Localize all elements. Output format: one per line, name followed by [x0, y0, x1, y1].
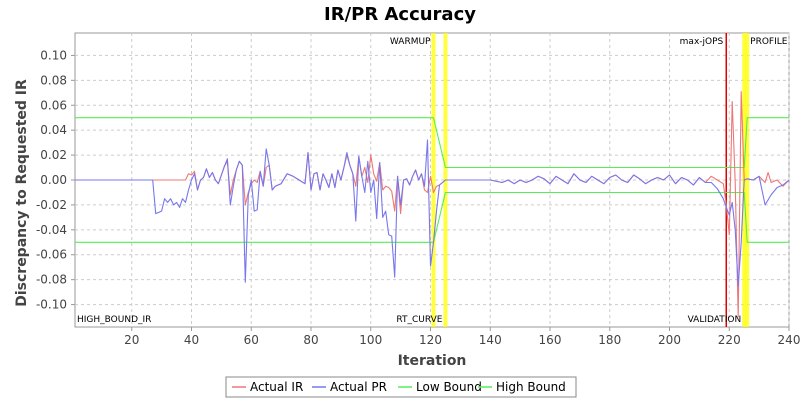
x-axis-ticks: 20 40 60 80 100 120 140 160 180 200 220 240 — [124, 327, 800, 347]
y-tick-label: 0.02 — [40, 148, 67, 162]
x-tick-label: 40 — [184, 333, 199, 347]
x-axis-label: Iteration — [398, 353, 467, 369]
x-tick-label: 80 — [303, 333, 318, 347]
phase-marker-labels: WARMUP RT_CURVE max-jOPS VALIDATION PROFILE H… — [77, 37, 788, 325]
y-tick-label: -0.10 — [36, 298, 67, 312]
y-tick-label: -0.04 — [36, 223, 67, 237]
x-tick-label: 160 — [539, 333, 562, 347]
x-tick-label: 240 — [778, 333, 800, 347]
y-axis-ticks: -0.10 -0.08 -0.06 -0.04 -0.02 0.00 0.02 0.04 0.0… — [36, 48, 75, 312]
x-tick-label: 200 — [658, 333, 681, 347]
phase-marker-label: WARMUP — [390, 37, 431, 47]
x-tick-label: 100 — [359, 333, 382, 347]
bound-corner-label: HIGH_BOUND_IR — [77, 315, 151, 325]
legend-item-label: Actual PR — [330, 380, 387, 394]
phase-marker-label: RT_CURVE — [396, 315, 442, 325]
x-tick-label: 20 — [124, 333, 139, 347]
y-tick-label: 0.10 — [40, 48, 67, 62]
y-tick-label: -0.08 — [36, 273, 67, 287]
legend: Actual IR Actual PR Low Bound High Bound — [225, 376, 577, 398]
x-tick-label: 60 — [244, 333, 259, 347]
legend-item-label: Actual IR — [250, 380, 303, 394]
x-tick-label: 220 — [718, 333, 741, 347]
y-tick-label: -0.06 — [36, 248, 67, 262]
phase-marker-label: VALIDATION — [688, 315, 742, 325]
y-axis-label: Discrepancy to Requested IR — [14, 79, 30, 307]
y-tick-label: -0.02 — [36, 198, 67, 212]
y-tick-label: 0.00 — [40, 173, 67, 187]
x-tick-label: 140 — [479, 333, 502, 347]
phase-marker-label: max-jOPS — [680, 37, 724, 47]
y-tick-label: 0.06 — [40, 98, 67, 112]
legend-item-label: Low Bound — [416, 380, 482, 394]
y-tick-label: 0.04 — [40, 123, 67, 137]
series-line-high-bound — [75, 117, 789, 169]
legend-item-label: High Bound — [496, 380, 566, 394]
chart-title: IR/PR Accuracy — [324, 4, 476, 25]
phase-marker-label: PROFILE — [750, 37, 788, 47]
series-lines — [75, 91, 790, 318]
series-line-actual-pr — [75, 139, 790, 287]
x-tick-label: 180 — [598, 333, 621, 347]
series-line-low-bound — [75, 191, 789, 243]
x-tick-label: 120 — [419, 333, 442, 347]
plot-area: WARMUP RT_CURVE max-jOPS VALIDATION PROFILE H… — [74, 32, 790, 328]
y-tick-label: 0.08 — [40, 73, 67, 87]
